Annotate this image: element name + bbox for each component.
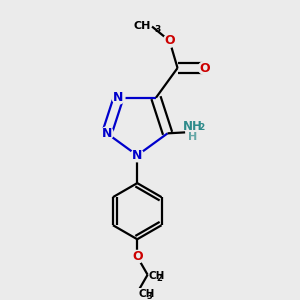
Text: N: N	[113, 91, 124, 104]
Text: N: N	[132, 149, 142, 162]
Text: N: N	[102, 127, 112, 140]
Text: H: H	[188, 131, 198, 142]
Circle shape	[131, 250, 144, 263]
Text: CH: CH	[133, 21, 150, 31]
Text: CH: CH	[148, 271, 165, 281]
Circle shape	[131, 149, 144, 162]
Text: 2: 2	[198, 123, 204, 132]
Text: O: O	[164, 34, 175, 47]
Text: 3: 3	[154, 25, 161, 34]
Text: O: O	[199, 61, 210, 74]
Text: NH: NH	[183, 121, 203, 134]
Circle shape	[198, 61, 211, 74]
Circle shape	[100, 127, 113, 140]
Circle shape	[112, 91, 125, 104]
Text: O: O	[132, 250, 142, 263]
Circle shape	[163, 34, 176, 47]
Text: 2: 2	[157, 274, 162, 283]
Text: 3: 3	[146, 292, 152, 300]
Text: CH: CH	[138, 289, 154, 299]
